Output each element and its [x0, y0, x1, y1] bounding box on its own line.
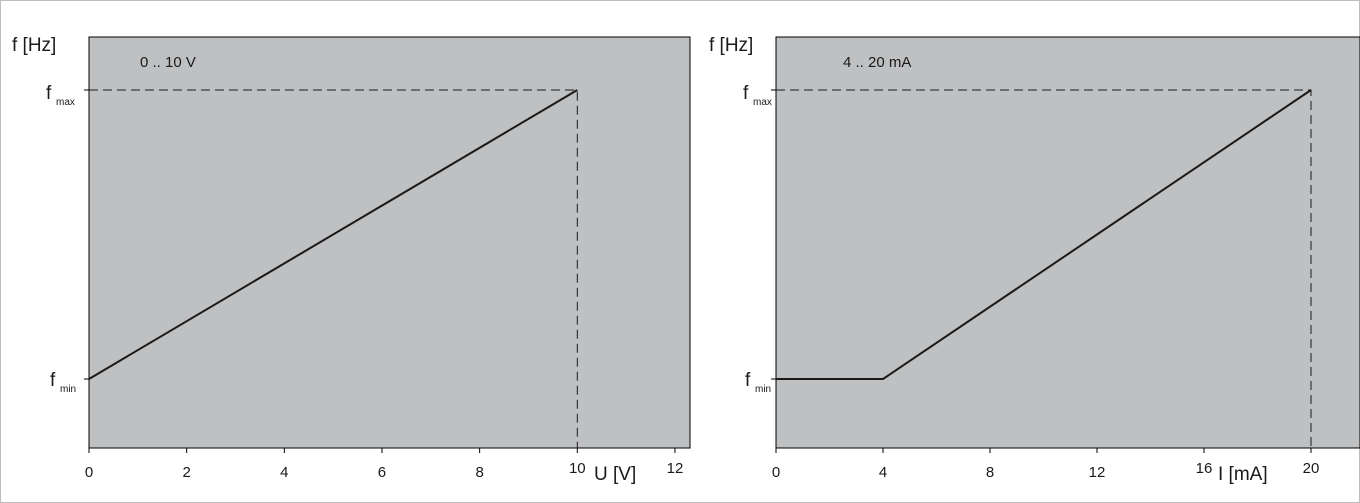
x-axis-label-voltage: U [V]	[594, 464, 636, 485]
chart-title-current: 4 .. 20 mA	[843, 54, 911, 71]
x-tick-label: 20	[1303, 460, 1320, 477]
series-line-current	[776, 89, 1312, 380]
x-ticks-voltage: 0 2 4 6 8 10 12	[85, 448, 683, 481]
x-tick-label: 4	[879, 464, 887, 481]
x-tick-label: 0	[85, 464, 93, 481]
plot-area-voltage	[88, 36, 691, 449]
y-tick-fmin-voltage: f min	[50, 370, 89, 395]
y-tick-fmax-voltage: f max	[46, 83, 89, 108]
y-tick-sub-fmax: max	[753, 97, 772, 108]
x-tick-label: 16	[1196, 460, 1213, 477]
guide-lines-voltage	[89, 89, 578, 448]
x-tick-label: 6	[378, 464, 386, 481]
y-tick-label-fmin: f	[50, 370, 56, 391]
plot-area-current	[775, 36, 1360, 449]
x-tick-label: 8	[986, 464, 994, 481]
y-tick-label-fmax: f	[743, 83, 749, 104]
x-axis-label-current: I [mA]	[1218, 464, 1268, 485]
series-line-voltage	[88, 89, 578, 380]
x-tick-label: 2	[182, 464, 190, 481]
x-tick-label: 8	[475, 464, 483, 481]
chart-current: 4 .. 20 mA f [Hz] I [mA] 0 4 8 12 16 20 f max…	[709, 35, 1360, 485]
chart-voltage: 0 .. 10 V f [Hz] U [V] 0 2 4 6 8 10 12 f max f…	[12, 35, 691, 485]
x-tick-label: 10	[569, 460, 586, 477]
x-ticks-current: 0 4 8 12 16 20	[772, 448, 1320, 481]
y-tick-label-fmin: f	[745, 370, 751, 391]
y-tick-sub-fmin: min	[755, 384, 771, 395]
y-tick-label-fmax: f	[46, 83, 52, 104]
x-tick-label: 4	[280, 464, 288, 481]
x-tick-label: 12	[1089, 464, 1106, 481]
y-tick-fmax-current: f max	[743, 83, 776, 108]
y-tick-sub-fmin: min	[60, 384, 76, 395]
chart-title-voltage: 0 .. 10 V	[140, 54, 196, 71]
y-axis-label-voltage: f [Hz]	[12, 35, 56, 56]
y-axis-label-current: f [Hz]	[709, 35, 753, 56]
y-tick-sub-fmax: max	[56, 97, 75, 108]
x-tick-label: 12	[667, 460, 684, 477]
x-tick-label: 0	[772, 464, 780, 481]
y-tick-fmin-current: f min	[745, 370, 776, 395]
